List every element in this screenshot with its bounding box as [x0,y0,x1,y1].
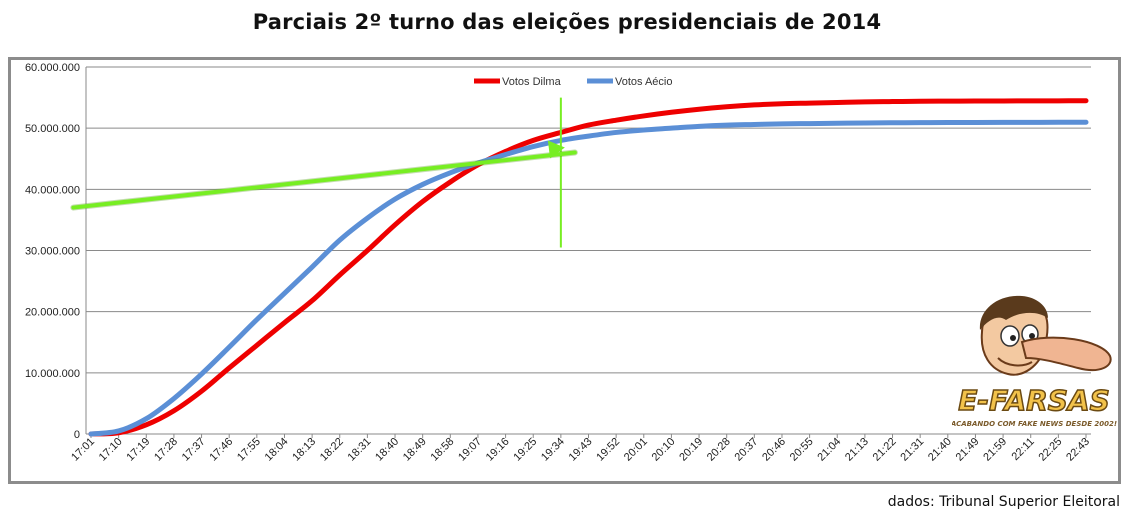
y-tick-label: 30.000.000 [25,246,80,258]
x-tick-label: 21:31 [898,436,926,464]
x-tick-label: 21:40 [926,436,954,464]
line-chart: 0 10.000.000 20.000.000 30.000.000 40.000.00… [25,62,1092,464]
x-tick-label: 17:28 [152,436,180,464]
y-tick-label: 50.000.000 [25,123,80,135]
y-tick-label: 20.000.000 [25,307,80,319]
x-tick-label: 21:04 [815,436,843,464]
x-tick-label: 20:01 [622,436,650,464]
legend-label-aecio: Votos Aécio [615,76,673,88]
x-tick-label: 19:43 [567,436,595,464]
x-tick-label: 18:58 [428,436,456,464]
y-tick-label: 40.000.000 [25,184,80,196]
x-tick-label: 21:13 [843,436,871,464]
x-tick-label: 17:19 [124,436,152,464]
x-tick-label: 21:22 [871,436,899,464]
x-tick-label: 20:46 [760,436,788,464]
x-tick-label: 18:31 [346,436,374,464]
x-tick-label: 20:19 [677,436,705,464]
mascot-face-icon [979,295,1112,376]
logo-wordmark: E-FARSAS [958,384,1110,417]
legend-label-dilma: Votos Dilma [502,76,562,88]
page-title: Parciais 2º turno das eleições presidenc… [252,10,882,34]
x-tick-label: 19:34 [539,436,567,464]
x-tick-label: 19:52 [594,436,622,464]
x-tick-label: 18:04 [263,436,291,464]
x-tick-label: 19:25 [511,436,539,464]
arrow-head-icon [547,140,565,159]
x-tick-label: 18:40 [373,436,401,464]
x-tick-label: 19:07 [456,436,484,464]
chart-frame: 0 10.000.000 20.000.000 30.000.000 40.000.00… [8,57,1121,484]
y-tick-label: 10.000.000 [25,368,80,380]
x-tick-label: 20:55 [788,436,816,464]
x-tick-label: 21:49 [954,436,982,464]
x-tick-label: 17:46 [207,436,235,464]
x-tick-label: 22:11 [1009,436,1036,463]
x-tick-label: 17:55 [235,436,263,464]
x-tick-label: 20:37 [733,436,761,464]
arrow-shaft [71,150,577,210]
x-tick-label: 22:43 [1064,436,1092,464]
x-tick-label: 18:49 [401,436,429,464]
x-tick-label: 21:59 [981,436,1009,464]
x-tick-label: 17:10 [97,436,125,464]
data-source: dados: Tribunal Superior Eleitoral [887,494,1120,510]
x-tick-label: 20:10 [650,436,678,464]
x-tick-label: 18:13 [290,436,318,464]
e-farsas-logo: E-FARSAS ACABANDO COM FAKE NEWS DESDE 20… [952,295,1117,428]
x-tick-label: 18:22 [318,436,346,464]
series-line-dilma [88,98,1089,437]
series-line-aecio [88,119,1089,437]
x-tick-label: 22:25 [1037,436,1065,464]
y-tick-label: 0 [74,429,80,441]
x-tick-label: 20:28 [705,436,733,464]
x-tick-label: 19:16 [484,436,512,464]
x-tick-label: 17:37 [180,436,208,464]
y-tick-label: 60.000.000 [25,62,80,74]
logo-tagline: ACABANDO COM FAKE NEWS DESDE 2002! [952,420,1117,428]
